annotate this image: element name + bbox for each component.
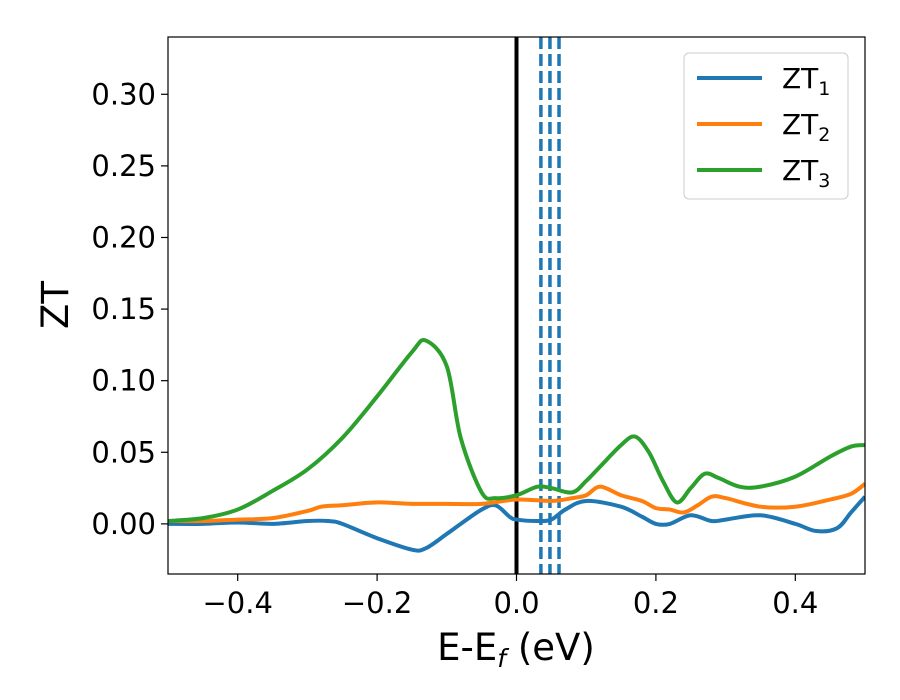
y-tick-label: 0.05 (91, 435, 156, 469)
svg-text:ZT1: ZT1 (782, 62, 830, 100)
y-tick-label: 0.15 (91, 292, 156, 326)
y-axis-title: ZT (34, 281, 77, 329)
y-tick-label: 0.10 (91, 364, 156, 398)
legend-label-zt1: ZT (782, 62, 819, 95)
legend-label-zt2: ZT (782, 108, 819, 141)
y-tick-label: 0.20 (91, 220, 156, 254)
x-tick-label: 0.0 (493, 586, 539, 620)
legend-label-zt1-subscript: 1 (818, 78, 830, 100)
y-tick-label: 0.00 (91, 507, 156, 541)
legend-label-zt3-subscript: 3 (818, 170, 830, 192)
legend-entry-zt1: ZT1 (697, 62, 830, 100)
legend: ZT1 ZT2 ZT3 (683, 52, 849, 200)
x-tick-label: 0.4 (772, 586, 818, 620)
series-line-zt3 (168, 338, 865, 524)
x-axis-title-main: E-E (437, 626, 497, 669)
legend-entry-zt2: ZT2 (697, 108, 830, 146)
svg-text:ZT2: ZT2 (782, 108, 830, 146)
legend-label-zt3: ZT (782, 154, 819, 187)
legend-entry-zt3: ZT3 (697, 154, 830, 192)
series-line-zt2 (168, 482, 865, 524)
series-group (168, 338, 865, 553)
x-tick-label: 0.2 (633, 586, 679, 620)
x-axis: −0.4 −0.2 0.0 0.2 0.4 (202, 574, 818, 620)
legend-box (683, 52, 849, 200)
svg-text:ZT3: ZT3 (782, 154, 830, 192)
x-tick-label: −0.4 (202, 586, 272, 620)
series-line-zt1 (168, 495, 865, 553)
y-axis: 0.00 0.05 0.10 0.15 0.20 0.25 0.30 (91, 77, 168, 541)
x-axis-title: E-Ef (eV) (437, 626, 595, 673)
y-tick-label: 0.30 (91, 77, 156, 111)
x-axis-title-unit: (eV) (506, 626, 595, 669)
x-tick-label: −0.2 (342, 586, 412, 620)
legend-label-zt2-subscript: 2 (818, 124, 830, 146)
y-tick-label: 0.25 (91, 149, 156, 183)
